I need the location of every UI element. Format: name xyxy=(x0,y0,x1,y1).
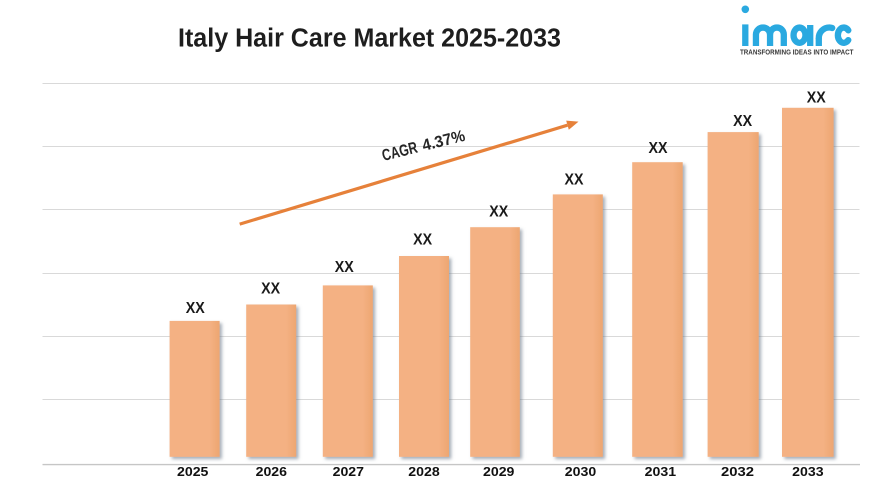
svg-text:2027: 2027 xyxy=(333,464,364,479)
svg-text:XX: XX xyxy=(413,232,432,249)
svg-text:XX: XX xyxy=(335,259,354,276)
svg-text:Italy Hair Care Market 2025-20: Italy Hair Care Market 2025-2033 xyxy=(178,25,561,53)
svg-text:2029: 2029 xyxy=(483,464,514,479)
svg-text:2031: 2031 xyxy=(645,464,676,479)
svg-text:XX: XX xyxy=(261,281,280,298)
svg-text:XX: XX xyxy=(565,172,584,189)
svg-text:2032: 2032 xyxy=(721,464,754,479)
svg-text:XX: XX xyxy=(186,300,205,317)
svg-text:TRANSFORMING IDEAS INTO IMPACT: TRANSFORMING IDEAS INTO IMPACT xyxy=(740,48,854,57)
svg-text:2028: 2028 xyxy=(408,464,439,479)
svg-text:2026: 2026 xyxy=(256,464,287,479)
svg-text:XX: XX xyxy=(807,89,826,106)
svg-text:2030: 2030 xyxy=(565,464,596,479)
svg-text:XX: XX xyxy=(649,140,668,157)
svg-text:XX: XX xyxy=(733,113,752,130)
svg-text:2025: 2025 xyxy=(177,464,208,479)
svg-text:2033: 2033 xyxy=(792,464,823,479)
svg-text:XX: XX xyxy=(489,204,508,221)
